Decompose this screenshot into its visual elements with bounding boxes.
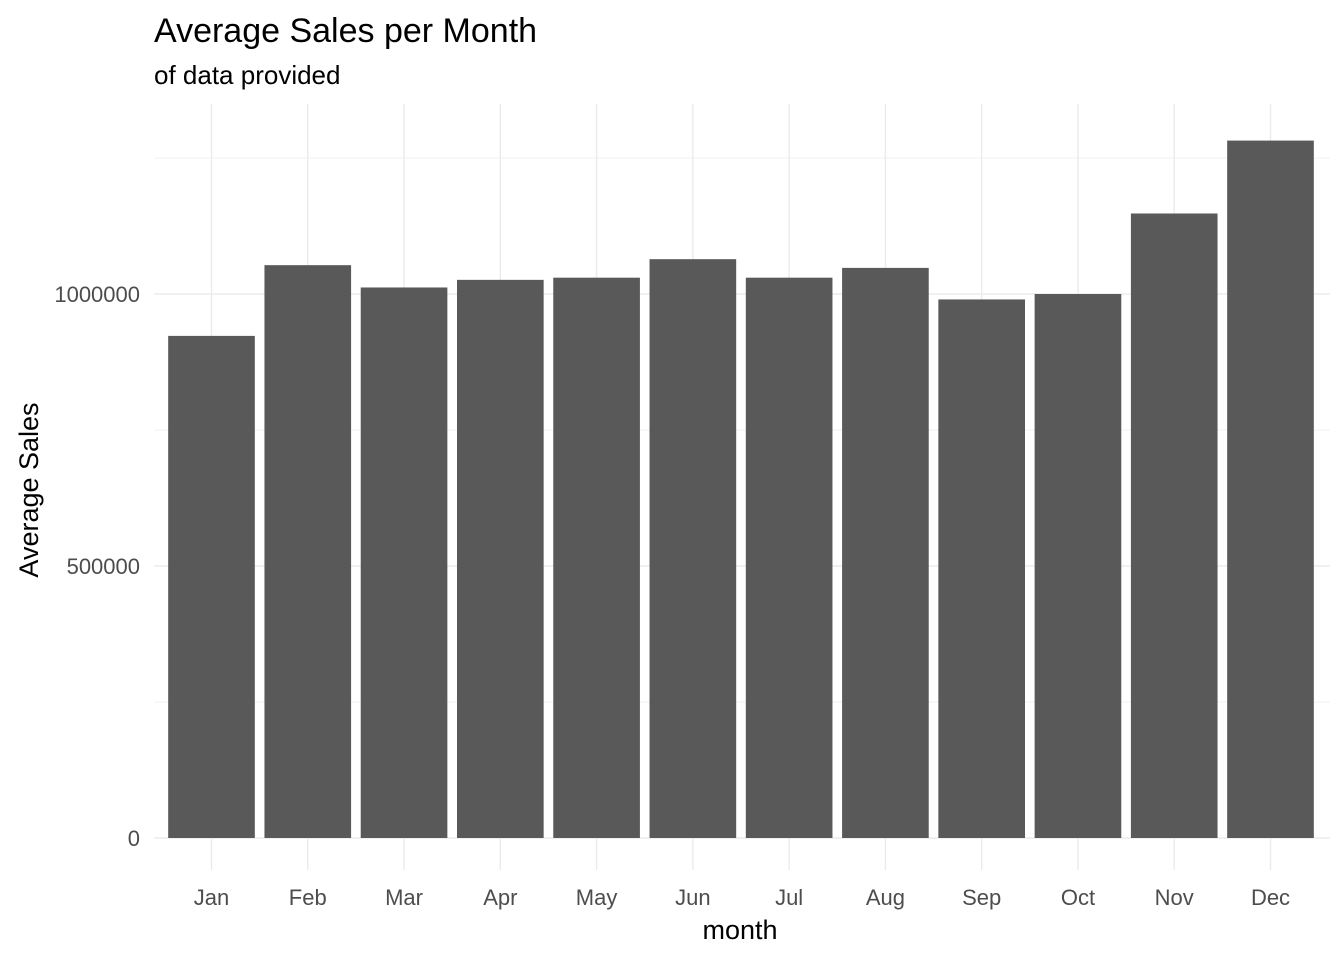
x-tick-label: Apr — [483, 885, 517, 910]
x-axis-ticks: Jan Feb Mar Apr May Jun Jul Aug Sep Oct Nov Dec — [194, 885, 1290, 910]
x-tick-label: Aug — [866, 885, 905, 910]
x-tick-label: Nov — [1155, 885, 1194, 910]
x-tick-label: Dec — [1251, 885, 1290, 910]
bar-aug — [842, 267, 929, 838]
chart-title: Average Sales per Month — [154, 12, 537, 50]
bar-feb — [264, 265, 352, 839]
bar-apr — [456, 279, 544, 839]
x-tick-label: Mar — [385, 885, 423, 910]
y-axis-title: Average Sales — [14, 402, 44, 577]
y-tick-label: 0 — [128, 826, 140, 851]
bars — [168, 140, 1314, 839]
x-tick-label: Oct — [1061, 885, 1095, 910]
bar-jan — [168, 335, 255, 838]
bar-sep — [938, 299, 1026, 838]
bar-jul — [745, 277, 833, 838]
bar-may — [553, 277, 640, 838]
x-tick-label: May — [576, 885, 618, 910]
x-tick-label: Jul — [775, 885, 803, 910]
bar-jun — [649, 259, 737, 839]
y-axis-ticks: 0 500000 1000000 — [54, 282, 140, 851]
y-tick-label: 500000 — [67, 554, 140, 579]
bar-oct — [1034, 294, 1122, 838]
bar-nov — [1130, 213, 1218, 838]
y-tick-label: 1000000 — [54, 282, 140, 307]
x-tick-label: Feb — [289, 885, 327, 910]
x-tick-label: Sep — [962, 885, 1001, 910]
chart-subtitle: of data provided — [154, 60, 340, 90]
bar-dec — [1227, 140, 1314, 839]
x-tick-label: Jun — [675, 885, 710, 910]
bar-mar — [360, 287, 448, 838]
x-tick-label: Jan — [194, 885, 229, 910]
x-axis-title: month — [702, 915, 777, 945]
